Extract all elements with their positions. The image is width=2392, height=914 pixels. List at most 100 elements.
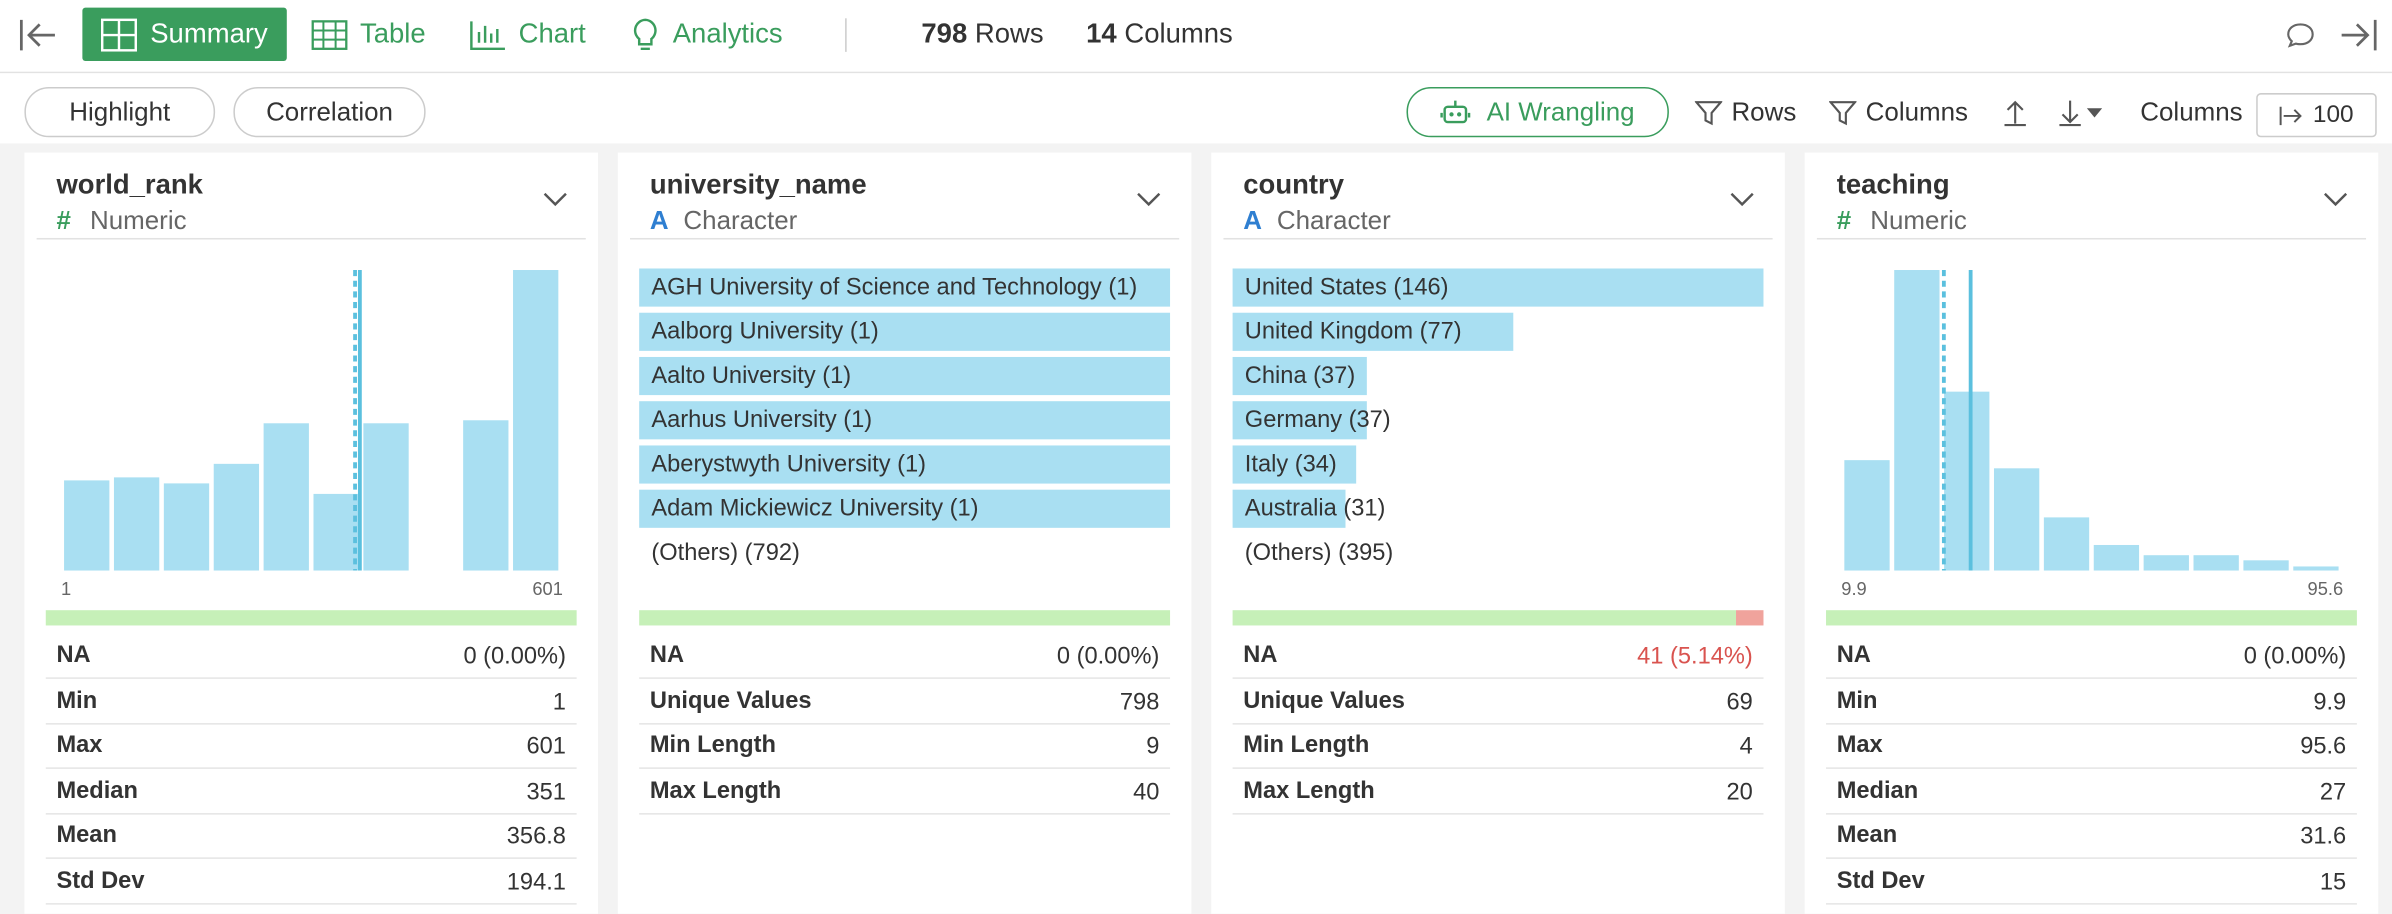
stat-row: Max Length 40 [639,768,1171,814]
column-type: Numeric [90,205,187,235]
table-tab[interactable]: Table [311,8,426,61]
stat-row: Min Length 4 [1232,723,1764,769]
category-label: Aarhus University (1) [651,407,873,434]
stat-label: NA [1243,642,1278,669]
columns-filter[interactable]: Columns [1829,87,1968,137]
column-name: country [1243,169,1344,200]
stat-row: Max 601 [45,723,577,769]
stat-label: Mean [56,822,117,849]
stat-value: 9 [1146,733,1160,760]
summary-tab[interactable]: Summary [82,7,287,62]
stat-row: Unique Values 798 [639,678,1171,724]
chevron [543,192,567,207]
histogram-bar [1844,460,1890,571]
stat-label: NA [1836,642,1871,669]
rows-number: 798 [921,18,968,49]
columns-number: 14 [1086,18,1117,49]
category-label: AGH University of Science and Technology… [651,274,1138,301]
analytics-tab[interactable]: Analytics [630,8,783,61]
rows-count: 798 Rows [921,18,1043,50]
axis-max-label: 95.6 [2308,578,2344,599]
histogram-bar [2243,560,2289,571]
stat-row: Min 9.9 [1826,678,2357,724]
stat-value: 351 [526,778,566,805]
columns-label: Columns [2140,97,2243,127]
rows-filter-label: Rows [1731,97,1797,127]
column-menu[interactable] [1136,192,1161,207]
stat-label: Min [1836,687,1878,714]
ai-wrangling-button[interactable]: AI Wrangling [1406,86,1669,138]
tab-label: Table [360,18,426,49]
stat-label: Median [56,777,138,804]
column-card: world_rank # Numeric 1 601 NA 0 (0.00%) Min 1 Max… [24,152,598,914]
divider [1816,237,2367,240]
column-menu[interactable] [2323,192,2348,207]
stat-value: 40 [1133,778,1160,805]
stat-row: NA 0 (0.00%) [45,633,577,679]
type-icon: A [1243,205,1263,235]
axis-min-label: 9.9 [1841,578,1866,599]
highlight-button[interactable]: Highlight [24,86,216,138]
column-card: teaching # Numeric 9.9 95.6 NA 0 (0.00%) Min 9.9… [1804,152,2379,914]
collapse-left-icon[interactable] [18,17,58,54]
columns-label: Columns [1124,18,1233,49]
column-type: Numeric [1870,205,1967,235]
histogram-bar [1894,270,1940,571]
others-label: (Others) (792) [651,540,800,566]
stat-row: Min Length 9 [639,723,1171,769]
histogram-bar [463,420,509,571]
ai-label: AI Wrangling [1486,97,1635,127]
category-bar [1232,356,1368,396]
robot-icon [1441,99,1472,123]
stat-row: Median 351 [45,768,577,814]
stat-value: 31.6 [2300,823,2347,850]
columns-filter-label: Columns [1865,97,1969,127]
category-label: China (37) [1244,363,1356,390]
stat-label: Max Length [649,777,782,804]
collapse-right-icon[interactable] [2339,17,2379,54]
histogram-bar [64,480,110,571]
category-bar [639,268,1171,307]
type-icon: # [56,205,71,235]
stat-label: Min Length [649,732,776,759]
rows-filter[interactable]: Rows [1694,87,1797,137]
divider [630,237,1180,240]
column-type: Character [683,205,798,235]
category-bar [639,489,1171,528]
axis-max-label: 601 [532,578,563,599]
axis-min-label: 1 [61,578,71,599]
stat-label: Std Dev [56,867,145,894]
stat-row: NA 0 (0.00%) [1826,633,2357,679]
stat-row: Max 95.6 [1826,723,2357,769]
correlation-button[interactable]: Correlation [233,86,426,138]
filter-icon [1694,100,1723,125]
column-menu[interactable] [543,192,567,207]
stat-label: NA [56,642,91,669]
columns-count: 14 Columns [1086,18,1233,50]
separator [845,18,847,52]
chart-tab[interactable]: Chart [470,8,586,61]
columns-limit[interactable]: 100 [2256,93,2377,138]
stat-label: Min [56,687,98,714]
category-bar [1232,445,1357,484]
histogram-bar [2043,517,2090,571]
others-label: (Others) (395) [1244,540,1394,566]
stat-value: 4 [1739,733,1753,760]
category-bar [1232,268,1764,307]
limit-value: 100 [2312,101,2354,128]
type-icon: A [649,205,669,235]
stat-value: 356.8 [506,823,566,850]
stat-label: Std Dev [1836,867,1925,894]
category-label: Germany (37) [1244,407,1391,434]
category-label: Italy (34) [1244,451,1337,478]
category-label: Aalto University (1) [651,363,852,390]
download-icon[interactable] [2058,98,2110,129]
category-label: Aalborg University (1) [651,318,879,345]
upload-icon[interactable] [2003,98,2027,129]
stat-value: 15 [2319,868,2347,895]
column-menu[interactable] [1730,192,1754,207]
comment-icon[interactable] [2285,20,2316,51]
na-bar-valid [639,610,1171,626]
stat-row: Mean 356.8 [45,813,577,859]
histogram-bar [2093,544,2140,571]
